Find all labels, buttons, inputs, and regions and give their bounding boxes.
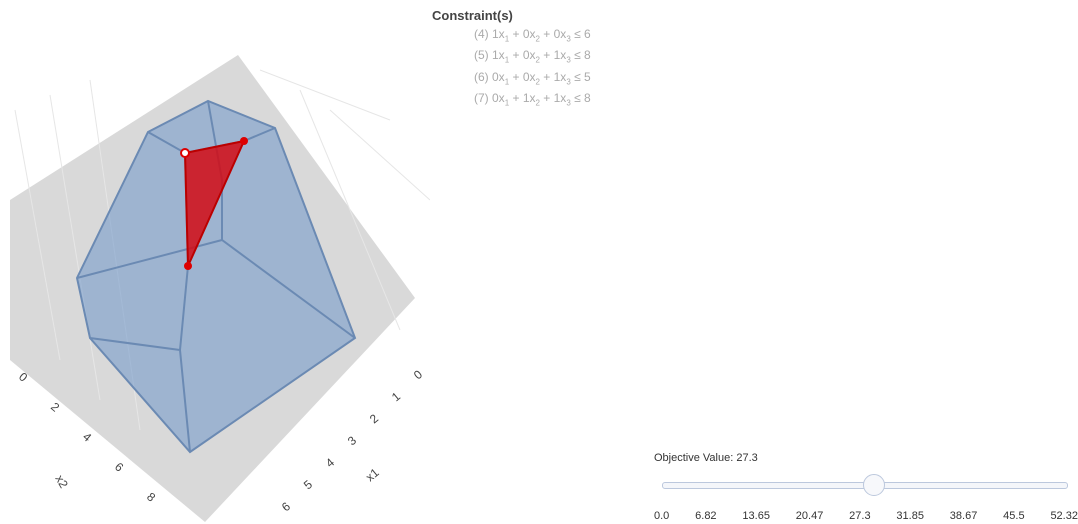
x2-tick: 6 <box>112 460 126 475</box>
constraint-text: (4) 1x <box>474 27 505 41</box>
optimal-face <box>180 137 248 270</box>
slider-tick: 38.67 <box>949 510 978 522</box>
constraint-text: ≤ 8 <box>570 48 591 63</box>
subscript: 3 <box>566 77 571 87</box>
x2-tick: 4 <box>80 430 94 445</box>
constraint-text: + 1x <box>509 91 536 106</box>
x1-tick: 1 <box>389 389 403 404</box>
x2-tick: 0 <box>16 370 30 385</box>
slider-tick: 27.3 <box>849 510 871 522</box>
x1-title: x1 <box>363 465 382 484</box>
constraint-text: + 1x <box>539 69 567 84</box>
constraints-title: Constraint(s) <box>432 8 513 23</box>
x2-title: x2 <box>52 473 71 491</box>
constraint: (6) 0x1 + 0x2 + 1x3 ≤ 5 <box>474 69 591 90</box>
slider-tick: 20.47 <box>795 510 824 522</box>
slider-label: Objective Value: 27.3 <box>654 452 758 464</box>
x2-tick: 2 <box>48 400 62 415</box>
constraint-text: ≤ 6 <box>570 27 591 41</box>
slider-tick: 31.85 <box>896 510 924 522</box>
constraint: (7) 0x1 + 1x2 + 1x3 ≤ 8 <box>474 90 591 111</box>
constraint-text: + 0x <box>509 48 536 63</box>
slider-tick: 52.32 <box>1050 510 1078 522</box>
slider-handle[interactable] <box>862 474 885 496</box>
slider-tick: 13.65 <box>742 510 770 522</box>
constraint-text: (7) 0x <box>474 91 505 106</box>
slider-ticks: 0.0 6.82 13.65 20.47 27.3 31.85 38.67 45.5 52.32 <box>654 510 1078 522</box>
x2-tick: 8 <box>144 490 158 505</box>
subscript: 3 <box>566 55 571 65</box>
subscript: 2 <box>535 77 540 87</box>
subscript: 3 <box>566 34 571 44</box>
constraint-text: + 1x <box>539 48 567 63</box>
x1-tick: 3 <box>345 433 359 448</box>
constraint-text: ≤ 5 <box>570 69 591 84</box>
objective-slider: Objective Value: 27.3 0.0 6.82 13.65 20.47 2… <box>654 452 1078 522</box>
constraint-text: ≤ 8 <box>570 91 591 106</box>
constraint-text: + 0x <box>509 27 536 41</box>
x1-tick: 2 <box>367 411 381 426</box>
subscript: 1 <box>504 55 510 65</box>
subscript: 3 <box>566 98 571 108</box>
constraint: (5) 1x1 + 0x2 + 1x3 ≤ 8 <box>474 47 591 68</box>
subscript: 2 <box>535 34 540 44</box>
subscript: 1 <box>504 34 510 44</box>
constraints: Constraint(s) (4) 1x1 + 0x2 + 0x3 ≤ 6 (5)… <box>432 8 591 112</box>
subscript: 1 <box>504 98 510 108</box>
subscript: 2 <box>535 98 540 108</box>
x1-tick: 4 <box>323 455 337 470</box>
feasible-region <box>75 99 357 454</box>
slider-tick: 45.5 <box>1003 510 1025 522</box>
slider-tick: 0.0 <box>654 510 670 522</box>
x1-tick: 6 <box>279 499 293 514</box>
subscript: 2 <box>535 55 540 65</box>
constraint-text: + 1x <box>539 91 567 106</box>
constraint-text: (5) 1x <box>474 48 505 63</box>
x1-tick: 0 <box>411 367 425 382</box>
constraint-text: + 0x <box>509 69 536 84</box>
x1-tick: 5 <box>301 477 315 492</box>
constraint: (4) 1x1 + 0x2 + 0x3 ≤ 6 <box>474 26 591 47</box>
constraint-text: (6) 0x <box>474 69 505 84</box>
slider-tick: 6.82 <box>695 510 717 522</box>
constraint-text: + 0x <box>539 27 567 41</box>
subscript: 1 <box>504 77 510 87</box>
